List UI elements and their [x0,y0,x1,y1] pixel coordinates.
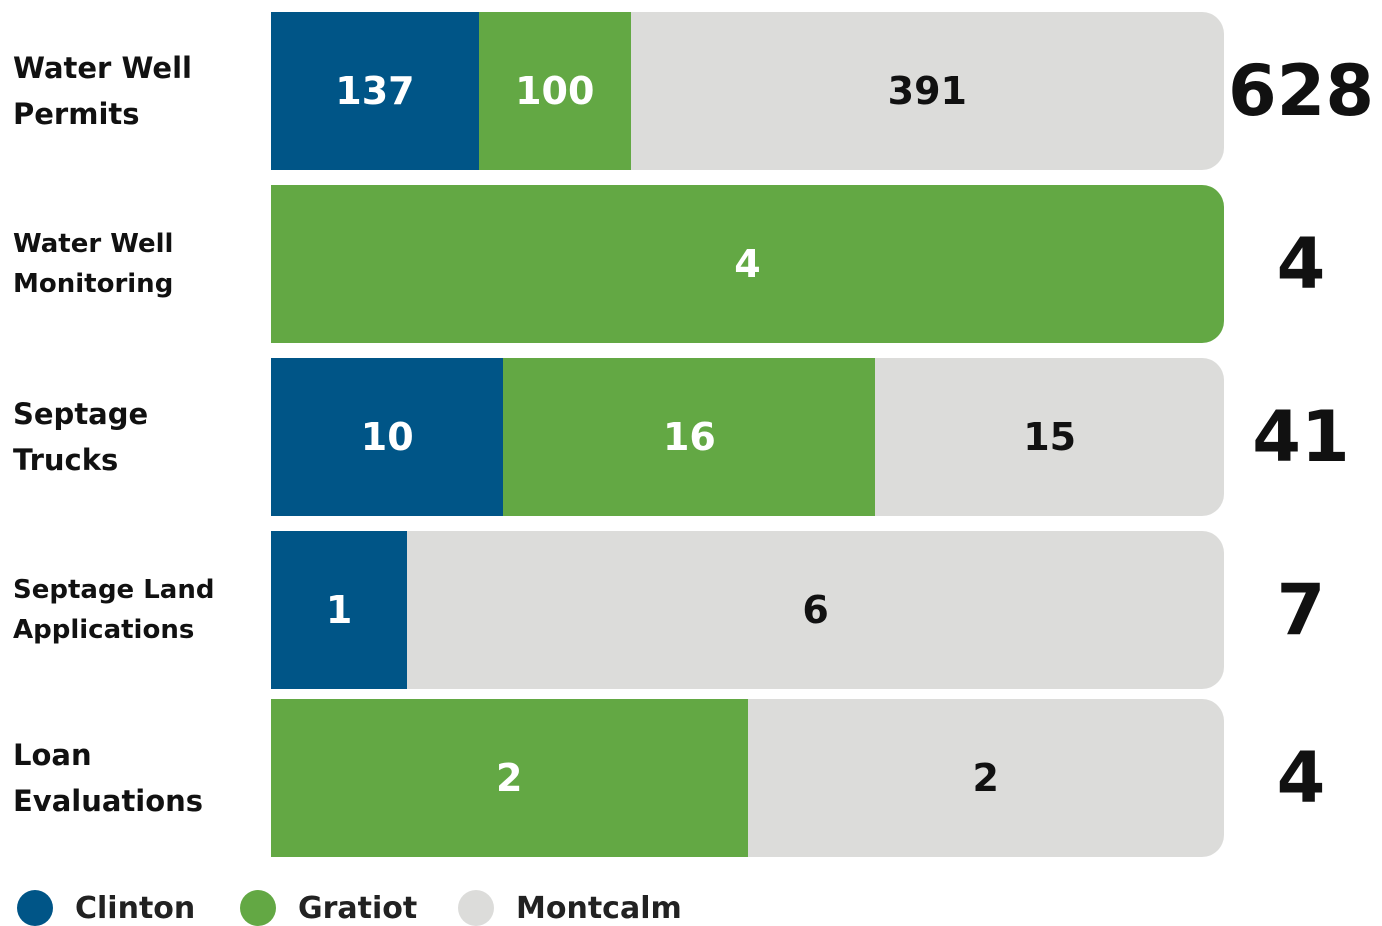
row-label: Loan Evaluations [13,737,204,818]
legend-label: Clinton [75,890,196,926]
bar-segment: 100 [478,12,631,170]
row-label: Water Well Permits [13,50,192,131]
bar-track: 4 [271,185,1224,343]
row-total: 41 [1252,396,1350,478]
legend-item: Montcalm [458,890,682,926]
legend-item: Gratiot [240,890,417,926]
legend-label: Gratiot [298,890,418,926]
bar-segment: 4 [271,185,1224,343]
row-total: 628 [1227,50,1375,132]
bar-segment: 2 [271,699,748,857]
bar-segment: 2 [747,699,1224,857]
row-total: 4 [1276,223,1326,305]
legend-swatch [458,890,494,926]
bar-segment: 15 [875,358,1224,516]
bar-segment: 6 [407,531,1224,689]
row-label: Water Well Monitoring [13,228,174,299]
bar-segment: 10 [271,358,504,516]
row-label: Septage Trucks [13,396,149,477]
bar-segment: 391 [630,12,1224,170]
legend-item: Clinton [17,890,195,926]
row-total: 4 [1276,737,1326,819]
row-total: 7 [1276,569,1326,651]
row-label: Septage Land Applications [13,574,215,645]
bar-segment: 16 [503,358,876,516]
legend-swatch [17,890,53,926]
bar-track: 10 16 15 [271,358,1224,516]
bar-track: 137 100 391 [271,12,1224,170]
legend-swatch [240,890,276,926]
legend-label: Montcalm [516,890,682,926]
bar-segment: 137 [271,12,479,170]
bar-segment: 1 [271,531,408,689]
